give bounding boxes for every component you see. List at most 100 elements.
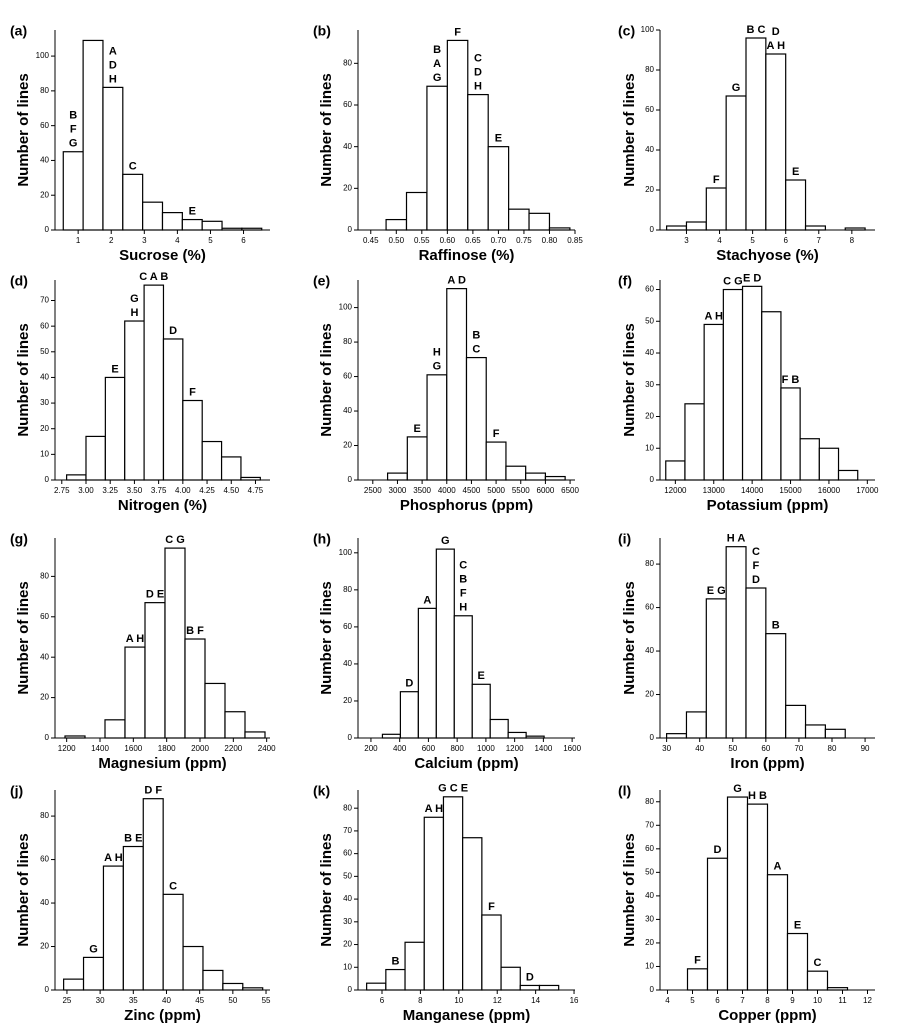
bar (481, 914, 502, 991)
x-tick-label: 200 (364, 744, 378, 753)
bar (465, 356, 487, 481)
bar-annotation: E (478, 670, 485, 682)
bar (804, 225, 826, 231)
bar-annotation: A (433, 58, 441, 70)
y-tick-label: 40 (645, 891, 654, 900)
bar (525, 735, 545, 739)
x-tick-label: 1400 (534, 744, 552, 753)
y-tick-label: 80 (645, 559, 654, 568)
y-tick-label: 40 (343, 894, 352, 903)
x-axis-label: Iron (ppm) (730, 755, 804, 772)
y-tick-label: 20 (645, 412, 654, 421)
panel-label: (g) (10, 531, 28, 547)
bar (705, 187, 727, 231)
x-tick-label: 60 (761, 744, 770, 753)
bar (685, 221, 707, 231)
bar (785, 704, 807, 739)
bar (423, 816, 445, 991)
x-axis-label: Stachyose (%) (716, 247, 819, 264)
x-tick-label: 5 (750, 236, 755, 245)
bar (442, 796, 464, 991)
x-tick-label: 14 (531, 996, 540, 1005)
bar-annotation: C (129, 160, 137, 172)
bar-annotation: B (472, 329, 480, 341)
bar-annotation: C (814, 957, 822, 969)
x-tick-label: 11 (838, 996, 847, 1005)
bar (201, 220, 223, 231)
bar (786, 932, 809, 991)
y-axis-label: Number of lines (621, 323, 638, 436)
x-tick-label: 30 (662, 744, 671, 753)
bar (221, 227, 243, 231)
x-tick-label: 6 (783, 236, 788, 245)
y-tick-label: 40 (40, 156, 49, 165)
x-tick-label: 30 (96, 996, 105, 1005)
bar (242, 987, 264, 991)
bar (837, 469, 859, 481)
y-tick-label: 60 (645, 603, 654, 612)
x-tick-label: 3 (684, 236, 689, 245)
bar (381, 733, 401, 739)
y-tick-label: 40 (645, 646, 654, 655)
bar-annotation: D (109, 59, 117, 71)
bar (765, 633, 787, 739)
bar (202, 969, 224, 991)
bar (462, 837, 483, 991)
y-tick-label: 40 (40, 898, 49, 907)
bar-annotation: E G (707, 585, 726, 597)
panel-label: (d) (10, 273, 28, 289)
x-tick-label: 6 (715, 996, 720, 1005)
y-axis-label: Number of lines (318, 833, 335, 946)
bar (538, 984, 560, 991)
bar (426, 374, 448, 481)
bar-annotation: D (405, 678, 413, 690)
x-tick-label: 40 (162, 996, 171, 1005)
y-tick-label: 0 (650, 985, 655, 994)
bar-annotation: B C (746, 24, 765, 36)
bar (435, 548, 455, 739)
bar (665, 460, 686, 481)
y-tick-label: 80 (343, 585, 352, 594)
y-tick-label: 40 (645, 348, 654, 357)
bar-annotation: G (733, 783, 742, 795)
x-tick-label: 0.70 (491, 236, 507, 245)
x-tick-label: 1600 (124, 744, 142, 753)
bar-annotation: A (423, 594, 431, 606)
x-tick-label: 0.85 (567, 236, 583, 245)
bar (399, 691, 419, 739)
y-tick-label: 0 (348, 985, 353, 994)
x-tick-label: 3 (142, 236, 147, 245)
x-tick-label: 400 (393, 744, 407, 753)
bar-annotation: C G (165, 534, 185, 546)
x-tick-label: 2200 (224, 744, 242, 753)
bar (241, 227, 263, 231)
bar (161, 212, 183, 231)
x-tick-label: 17000 (856, 486, 879, 495)
panel-label: (f) (618, 273, 632, 289)
y-axis-label: Number of lines (318, 581, 335, 694)
bar (487, 146, 510, 231)
bar (725, 546, 747, 739)
y-tick-label: 30 (343, 917, 352, 926)
bar (780, 387, 801, 481)
y-tick-label: 0 (348, 225, 353, 234)
bar-annotation: A D (447, 275, 466, 287)
x-tick-label: 0.60 (440, 236, 456, 245)
y-tick-label: 80 (40, 811, 49, 820)
panel-label: (h) (313, 531, 331, 547)
bar (806, 970, 829, 991)
bar-annotation: F (189, 386, 196, 398)
bar-annotation: E (111, 363, 118, 375)
x-tick-label: 5 (208, 236, 213, 245)
y-tick-label: 20 (645, 690, 654, 699)
x-tick-label: 0.65 (465, 236, 481, 245)
y-tick-label: 80 (40, 571, 49, 580)
x-tick-label: 6 (380, 996, 385, 1005)
bar (686, 968, 709, 991)
bar (826, 987, 849, 991)
bar (544, 475, 566, 481)
bar-annotation: B (69, 110, 77, 122)
bar (162, 893, 184, 991)
bar-annotation: B (433, 44, 441, 56)
y-tick-label: 0 (650, 733, 655, 742)
